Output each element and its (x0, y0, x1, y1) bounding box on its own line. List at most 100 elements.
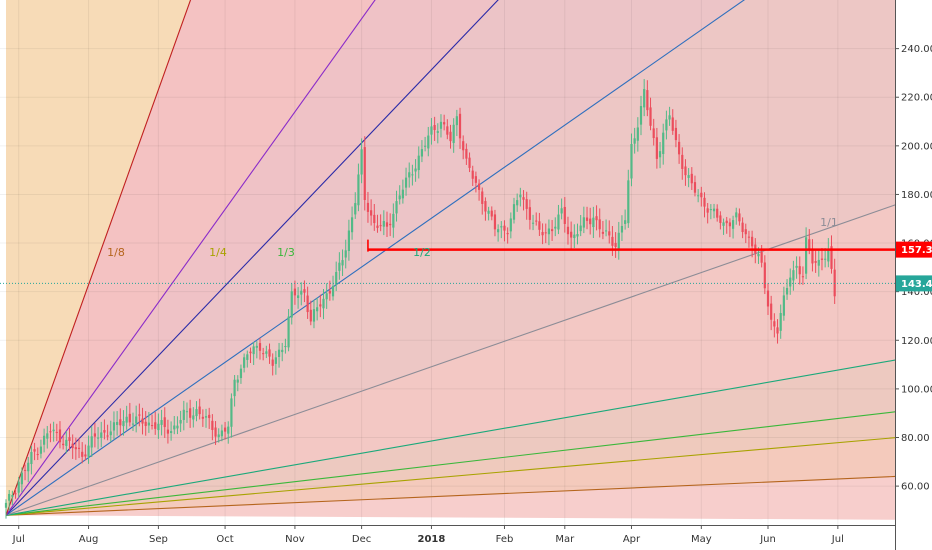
candle (81, 442, 84, 464)
x-tick-label: 2018 (418, 534, 446, 545)
fan-label: 1/2 (413, 246, 431, 259)
support-level (367, 239, 895, 252)
candle (420, 140, 424, 163)
candle (592, 206, 595, 239)
candle (395, 190, 398, 222)
candle (566, 216, 570, 245)
candle (198, 398, 201, 420)
candle (119, 408, 122, 437)
candle (274, 350, 277, 375)
candle (731, 215, 735, 239)
candle (512, 197, 516, 224)
candle (617, 221, 620, 260)
candle (106, 424, 109, 441)
candle (528, 199, 531, 230)
candle (344, 239, 347, 269)
candle (525, 191, 528, 220)
candle (741, 217, 744, 239)
candle (443, 114, 446, 131)
candle (827, 238, 830, 268)
candle (309, 300, 312, 326)
candle (693, 175, 697, 197)
candle (122, 410, 125, 436)
candle (170, 421, 173, 441)
candle (300, 282, 303, 306)
candle (322, 288, 325, 320)
fan-line (5, 411, 895, 516)
candle (373, 204, 376, 231)
candle (74, 437, 77, 460)
candle (798, 256, 801, 285)
candle (709, 204, 712, 220)
candle (109, 420, 112, 442)
candle (665, 110, 668, 140)
candle (471, 165, 474, 186)
candle (17, 476, 20, 498)
price-axis[interactable]: 60.0080.00100.00120.00140.00160.00180.00… (895, 0, 932, 550)
x-tick-label: Dec (352, 534, 371, 545)
fan-line (5, 204, 895, 516)
candle (687, 168, 690, 188)
candle (620, 215, 624, 241)
candle (249, 347, 252, 364)
candle (90, 426, 93, 458)
fan-line (5, 437, 895, 516)
candle (655, 127, 658, 169)
candle (62, 435, 65, 450)
candle (411, 164, 414, 186)
candle (392, 203, 395, 238)
candle (604, 219, 608, 237)
candle (782, 286, 785, 321)
candle (497, 224, 500, 242)
candle (538, 212, 541, 236)
x-tick-label: Aug (79, 534, 99, 545)
candle (611, 226, 614, 256)
candle (712, 203, 716, 219)
candle (551, 219, 554, 241)
candle (785, 279, 789, 300)
gann-fan-lines (5, 0, 895, 516)
candle (258, 338, 262, 360)
candle (589, 207, 592, 235)
candle (763, 255, 766, 295)
candle (335, 261, 338, 292)
candle (541, 223, 544, 245)
candle (147, 411, 150, 433)
candle (668, 106, 671, 126)
candle (814, 250, 817, 273)
candle (185, 402, 189, 423)
candle (160, 409, 163, 436)
candle (576, 223, 579, 245)
time-axis[interactable]: Jul Aug Sep Oct Nov Dec 2018 Feb Mar Apr May Jun Jul (0, 525, 896, 550)
fan-label: 1/4 (209, 246, 227, 259)
candle (630, 133, 633, 187)
candle (462, 135, 465, 160)
candle (424, 136, 427, 152)
candle (404, 167, 408, 196)
y-tick-label: 60.00 (901, 482, 930, 493)
candle (163, 407, 166, 438)
candle (773, 313, 776, 338)
candle (646, 80, 649, 117)
y-tick-label: 240.00 (901, 44, 932, 55)
candle (338, 252, 341, 280)
y-tick-label: 120.00 (901, 336, 932, 347)
candle (58, 421, 62, 449)
candle (500, 221, 503, 239)
candle (157, 413, 160, 439)
candle (446, 119, 449, 140)
candle (46, 425, 49, 449)
candle (39, 439, 43, 459)
candle (439, 114, 443, 138)
candle (350, 206, 354, 240)
plot-area[interactable]: 1/81/41/31/21/12/13/14/18/1 (0, 0, 932, 525)
candle (671, 109, 674, 135)
candle (77, 438, 81, 459)
candle (192, 407, 195, 428)
candle (312, 299, 316, 329)
candle (290, 283, 293, 325)
candle (449, 124, 452, 149)
candle (477, 179, 481, 201)
candle (735, 207, 738, 225)
